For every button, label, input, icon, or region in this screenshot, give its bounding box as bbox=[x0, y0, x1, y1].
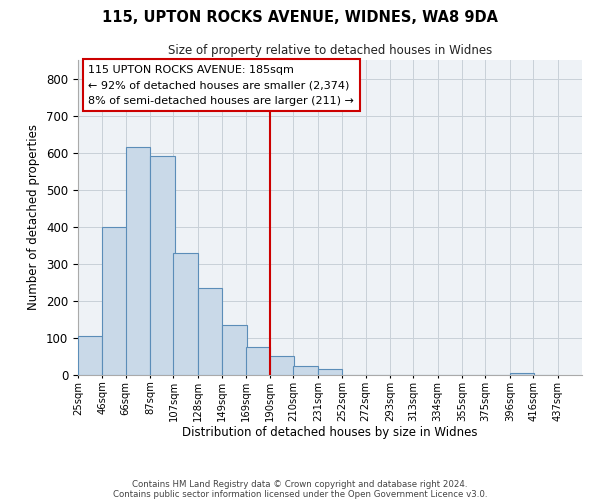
Bar bbox=[245, 347, 270, 375]
Bar bbox=[293, 366, 318, 375]
Text: Contains HM Land Registry data © Crown copyright and database right 2024.: Contains HM Land Registry data © Crown c… bbox=[132, 480, 468, 489]
Bar bbox=[78, 336, 103, 375]
Bar bbox=[150, 156, 175, 375]
Text: Contains public sector information licensed under the Open Government Licence v3: Contains public sector information licen… bbox=[113, 490, 487, 499]
Bar bbox=[173, 252, 198, 375]
Bar bbox=[126, 147, 150, 375]
Bar bbox=[223, 325, 247, 375]
Bar bbox=[510, 373, 534, 375]
Title: Size of property relative to detached houses in Widnes: Size of property relative to detached ho… bbox=[168, 44, 492, 58]
Y-axis label: Number of detached properties: Number of detached properties bbox=[28, 124, 40, 310]
Bar bbox=[318, 370, 342, 375]
Bar bbox=[198, 288, 223, 375]
Bar bbox=[270, 356, 295, 375]
Text: 115, UPTON ROCKS AVENUE, WIDNES, WA8 9DA: 115, UPTON ROCKS AVENUE, WIDNES, WA8 9DA bbox=[102, 10, 498, 25]
Bar bbox=[103, 227, 127, 375]
Text: 115 UPTON ROCKS AVENUE: 185sqm
← 92% of detached houses are smaller (2,374)
8% o: 115 UPTON ROCKS AVENUE: 185sqm ← 92% of … bbox=[88, 64, 354, 106]
X-axis label: Distribution of detached houses by size in Widnes: Distribution of detached houses by size … bbox=[182, 426, 478, 440]
